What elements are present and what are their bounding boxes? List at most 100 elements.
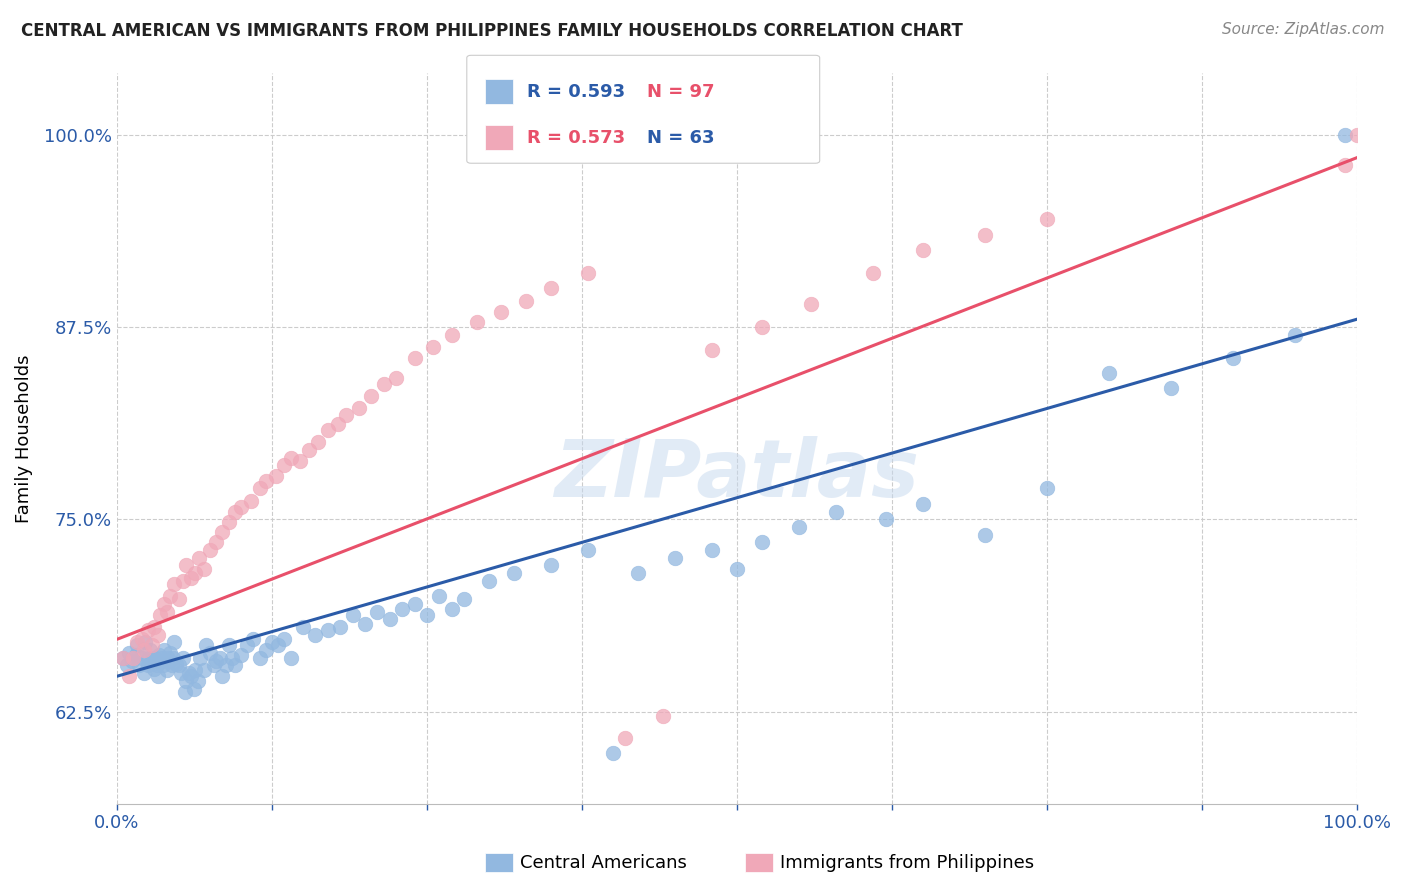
Point	[180, 669, 202, 683]
Point	[195, 639, 218, 653]
Text: N = 63: N = 63	[647, 128, 714, 147]
Point	[267, 639, 290, 653]
Point	[974, 227, 997, 242]
Point	[149, 607, 172, 622]
Point	[167, 592, 190, 607]
Point	[163, 577, 186, 591]
Point	[602, 746, 624, 760]
Point	[326, 417, 349, 431]
Point	[290, 454, 312, 468]
Point	[800, 297, 823, 311]
Point	[224, 658, 246, 673]
Point	[157, 654, 180, 668]
Point	[141, 654, 163, 668]
Point	[167, 658, 190, 673]
Point	[316, 623, 339, 637]
Point	[218, 516, 240, 530]
Point	[627, 566, 650, 581]
Text: Source: ZipAtlas.com: Source: ZipAtlas.com	[1222, 22, 1385, 37]
Point	[254, 474, 277, 488]
Point	[134, 635, 156, 649]
Point	[664, 550, 686, 565]
Point	[166, 657, 188, 671]
Point	[176, 673, 198, 688]
Point	[170, 666, 193, 681]
Point	[146, 628, 169, 642]
Point	[150, 650, 173, 665]
Point	[172, 574, 194, 588]
Point	[385, 370, 408, 384]
Point	[249, 482, 271, 496]
Point	[342, 607, 364, 622]
Point	[540, 558, 562, 573]
Point	[149, 656, 172, 670]
Point	[125, 639, 148, 653]
Point	[404, 597, 426, 611]
Text: CENTRAL AMERICAN VS IMMIGRANTS FROM PHILIPPINES FAMILY HOUSEHOLDS CORRELATION CH: CENTRAL AMERICAN VS IMMIGRANTS FROM PHIL…	[21, 22, 963, 40]
Point	[172, 650, 194, 665]
Point	[118, 646, 141, 660]
Point	[128, 658, 150, 673]
Point	[316, 423, 339, 437]
Point	[751, 535, 773, 549]
Point	[416, 607, 439, 622]
Text: Central Americans: Central Americans	[520, 854, 688, 871]
Point	[911, 243, 934, 257]
Point	[576, 266, 599, 280]
Point	[422, 340, 444, 354]
Point	[155, 605, 177, 619]
Point	[174, 684, 197, 698]
Point	[177, 666, 200, 681]
Point	[1222, 351, 1244, 365]
Point	[112, 650, 135, 665]
Point	[176, 558, 198, 573]
Point	[273, 632, 295, 647]
Point	[118, 669, 141, 683]
Point	[139, 643, 162, 657]
Point	[187, 550, 209, 565]
Point	[155, 663, 177, 677]
Point	[183, 681, 205, 696]
Point	[163, 635, 186, 649]
Point	[1346, 128, 1368, 142]
Point	[187, 673, 209, 688]
Point	[254, 643, 277, 657]
Point	[156, 650, 179, 665]
Point	[143, 662, 166, 676]
Point	[291, 620, 314, 634]
Point	[141, 639, 163, 653]
Point	[193, 561, 215, 575]
Point	[198, 543, 221, 558]
Point	[211, 669, 233, 683]
Point	[751, 319, 773, 334]
Point	[478, 574, 501, 588]
Point	[160, 658, 183, 673]
Point	[502, 566, 524, 581]
Point	[373, 376, 395, 391]
Point	[131, 650, 153, 665]
Point	[159, 589, 181, 603]
Point	[224, 505, 246, 519]
Point	[198, 646, 221, 660]
Point	[974, 527, 997, 541]
Point	[239, 493, 262, 508]
Point	[153, 643, 176, 657]
Point	[465, 315, 488, 329]
Point	[491, 304, 513, 318]
Point	[453, 592, 475, 607]
Point	[134, 643, 156, 657]
Point	[162, 650, 184, 665]
Point	[280, 450, 302, 465]
Point	[1284, 327, 1306, 342]
Point	[273, 458, 295, 473]
Point	[614, 731, 637, 745]
Point	[725, 561, 748, 575]
Point	[159, 646, 181, 660]
Point	[875, 512, 897, 526]
Point	[515, 293, 537, 308]
Point	[146, 669, 169, 683]
Point	[260, 635, 283, 649]
Point	[145, 658, 167, 673]
Point	[304, 628, 326, 642]
Point	[218, 639, 240, 653]
